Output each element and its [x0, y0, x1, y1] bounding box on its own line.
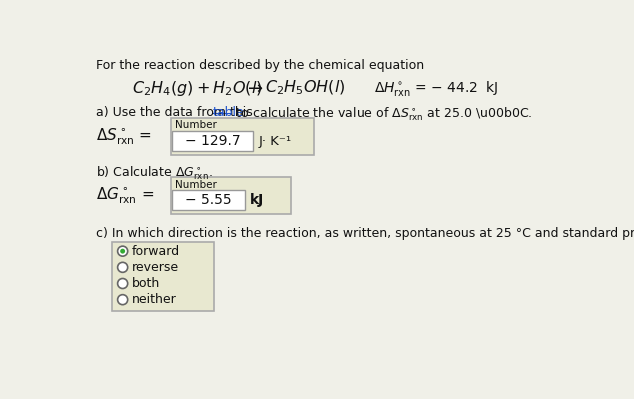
- Text: $\Delta S^\circ_{\rm rxn}$ =: $\Delta S^\circ_{\rm rxn}$ =: [96, 126, 152, 147]
- Text: a) Use the data from this: a) Use the data from this: [96, 106, 257, 119]
- Text: reverse: reverse: [132, 261, 179, 274]
- Text: Number: Number: [174, 120, 216, 130]
- Circle shape: [118, 279, 127, 288]
- Text: both: both: [132, 277, 160, 290]
- Circle shape: [118, 262, 127, 273]
- FancyBboxPatch shape: [172, 131, 253, 151]
- Text: $\rightarrow$: $\rightarrow$: [244, 79, 264, 97]
- Text: b) Calculate $\Delta G^\circ_{\rm rxn}$.: b) Calculate $\Delta G^\circ_{\rm rxn}$.: [96, 165, 213, 182]
- FancyBboxPatch shape: [172, 190, 245, 210]
- Text: kJ: kJ: [250, 194, 264, 207]
- Text: Number: Number: [174, 180, 216, 190]
- Text: table: table: [212, 106, 244, 119]
- Text: $C_2H_4(g)+H_2O(\it{l})$: $C_2H_4(g)+H_2O(\it{l})$: [132, 79, 262, 98]
- Circle shape: [120, 249, 125, 254]
- Text: $\Delta G^\circ_{\rm rxn}$ =: $\Delta G^\circ_{\rm rxn}$ =: [96, 186, 155, 206]
- Text: c) In which direction is the reaction, as written, spontaneous at 25 °C and stan: c) In which direction is the reaction, a…: [96, 227, 634, 239]
- Text: forward: forward: [132, 245, 180, 258]
- Text: For the reaction described by the chemical equation: For the reaction described by the chemic…: [96, 59, 424, 72]
- Text: neither: neither: [132, 293, 177, 306]
- FancyBboxPatch shape: [171, 118, 314, 155]
- FancyBboxPatch shape: [112, 242, 214, 311]
- Circle shape: [118, 246, 127, 256]
- Text: J· K⁻¹: J· K⁻¹: [259, 134, 292, 148]
- Circle shape: [118, 295, 127, 305]
- Text: $\Delta H^\circ_{\rm rxn}$ = − 44.2  kJ: $\Delta H^\circ_{\rm rxn}$ = − 44.2 kJ: [374, 79, 498, 98]
- Text: − 5.55: − 5.55: [185, 194, 232, 207]
- FancyBboxPatch shape: [171, 177, 291, 214]
- Text: $C_2H_5OH(\it{l})$: $C_2H_5OH(\it{l})$: [265, 79, 346, 97]
- Text: to calculate the value of $\Delta S^\circ_{\rm rxn}$ at 25.0 \u00b0C.: to calculate the value of $\Delta S^\cir…: [232, 106, 533, 123]
- Text: − 129.7: − 129.7: [184, 134, 240, 148]
